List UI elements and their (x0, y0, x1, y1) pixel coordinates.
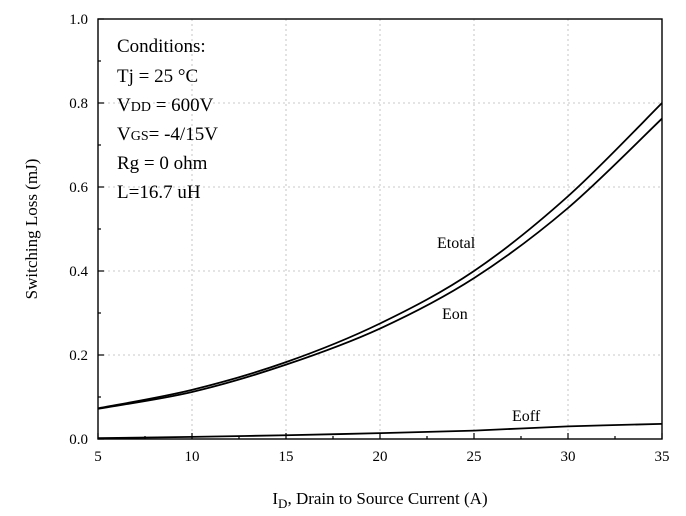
x-tick-label: 20 (373, 449, 388, 465)
series-label-eon: Eon (442, 306, 468, 323)
series-line-eon (97, 117, 663, 410)
conditions-line-3: VDD = 600V (117, 95, 214, 116)
x-tick-label: 15 (279, 449, 294, 465)
x-axis-title-rest: , Drain to Source Current (A) (287, 489, 487, 508)
conditions-main-4: V (117, 124, 131, 145)
conditions-rest-4: = -4/15V (149, 124, 219, 145)
x-axis-title: ID, Drain to Source Current (A) (272, 489, 487, 511)
conditions-sub-3: DD (131, 100, 151, 115)
y-tick-label: 0.4 (69, 264, 88, 280)
x-axis-title-sub: D (278, 496, 287, 511)
conditions-line-4: VGS= -4/15V (117, 124, 218, 145)
conditions-line-2: Tj = 25 °C (117, 66, 198, 87)
conditions-main-1: Conditions: (117, 36, 206, 57)
y-tick-label: 0.6 (69, 180, 88, 196)
axis-ticks: 5 10 15 20 25 30 35 0.0 0.2 0.4 0.6 0.8 1.0 (69, 12, 669, 465)
conditions-main-5: Rg = 0 ohm (117, 153, 208, 174)
x-tick-label: 25 (467, 449, 482, 465)
conditions-sub-4: GS (131, 129, 149, 144)
conditions-main-2: Tj = 25 °C (117, 66, 198, 87)
series-label-eoff: Eoff (512, 408, 541, 425)
y-tick-label: 0.0 (69, 432, 88, 448)
conditions-line-5: Rg = 0 ohm (117, 153, 208, 174)
y-tick-label: 0.2 (69, 348, 88, 364)
series-label-etotal: Etotal (437, 235, 476, 252)
y-tick-label: 1.0 (69, 12, 88, 28)
x-tick-label: 35 (655, 449, 670, 465)
conditions-main-3: V (117, 95, 131, 116)
y-axis-title: Switching Loss (mJ) (22, 159, 41, 300)
conditions-line-1: Conditions: (117, 36, 206, 57)
conditions-rest-3: = 600V (151, 95, 214, 116)
grid (98, 19, 662, 439)
x-axis-title-main: I (272, 489, 278, 508)
x-tick-label: 10 (185, 449, 200, 465)
y-tick-label: 0.8 (69, 96, 88, 112)
conditions-main-6: L=16.7 uH (117, 182, 201, 203)
x-tick-label: 30 (561, 449, 576, 465)
conditions-line-6: L=16.7 uH (117, 182, 201, 203)
x-tick-label: 5 (94, 449, 102, 465)
series-line-etotal (97, 102, 663, 410)
